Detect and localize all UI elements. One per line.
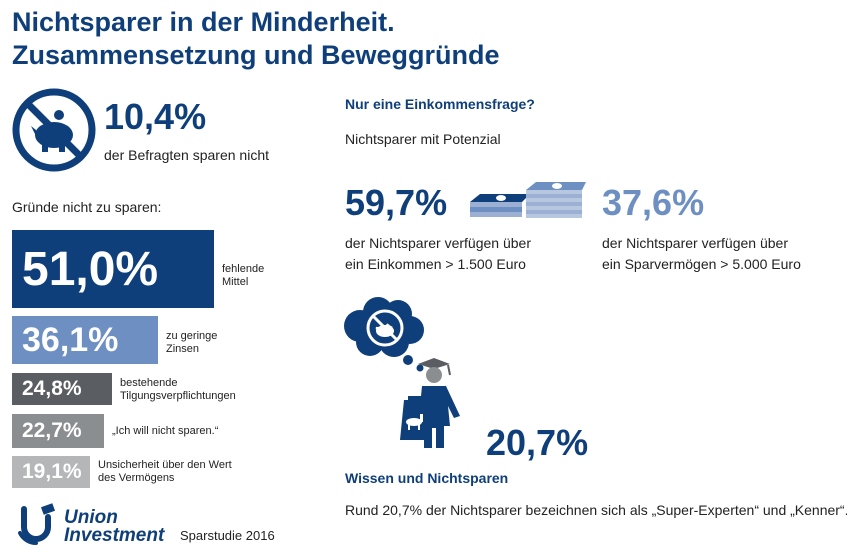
no-piggy-bank-icon <box>12 88 96 172</box>
reason-bar: 22,7% <box>12 414 104 448</box>
reason-label: Unsicherheit über den Wert des Vermögens <box>98 459 232 484</box>
savings-stat-text: der Nichtsparer verfügen über ein Sparve… <box>602 235 801 272</box>
source-label: Sparstudie 2016 <box>180 528 275 543</box>
income-heading: Nur eine Einkommensfrage? <box>345 96 535 112</box>
title-line-1: Nichtsparer in der Minderheit. <box>12 7 395 37</box>
income-subheading: Nichtsparer mit Potenzial <box>345 131 501 147</box>
reason-bar-value: 51,0% <box>22 242 159 296</box>
reason-bar-value: 36,1% <box>22 320 119 359</box>
nonsaver-share-value: 10,4% <box>104 96 207 137</box>
page-title: Nichtsparer in der Minderheit. Zusammens… <box>12 6 500 72</box>
reasons-heading: Gründe nicht zu sparen: <box>12 199 162 215</box>
banknote-stack-icon <box>470 182 586 218</box>
reason-bar-value: 22,7% <box>22 419 82 442</box>
income-stat-text: der Nichtsparer verfügen über ein Einkom… <box>345 235 531 272</box>
knowledge-text: Rund 20,7% der Nichtsparer bezeichnen si… <box>345 502 847 518</box>
reason-bar: 51,0% <box>12 230 214 308</box>
brand-line-1: Union <box>64 507 118 528</box>
graduate-with-bag-icon <box>400 358 460 448</box>
reason-bar: 19,1% <box>12 456 90 488</box>
reason-label: fehlende Mittel <box>222 263 265 288</box>
brand-line-2: Investment <box>64 525 165 546</box>
reason-label: „Ich will nicht sparen.“ <box>112 425 219 437</box>
reason-label: zu geringe Zinsen <box>166 330 218 355</box>
reason-bar: 24,8% <box>12 373 112 405</box>
union-investment-logo-icon <box>18 503 56 545</box>
title-line-2: Zusammensetzung und Beweggründe <box>12 40 500 70</box>
reason-bar: 36,1% <box>12 316 158 364</box>
nonsaver-share-caption: der Befragten sparen nicht <box>104 147 269 163</box>
income-stat-value: 59,7% <box>345 182 448 223</box>
brand-logo-text: Union Investment <box>64 507 165 546</box>
reason-bar-value: 24,8% <box>22 377 82 400</box>
knowledge-stat-value: 20,7% <box>486 422 589 463</box>
reason-bar-value: 19,1% <box>22 460 82 483</box>
knowledge-heading: Wissen und Nichtsparen <box>345 470 509 486</box>
thought-bubble-icon <box>344 297 432 376</box>
reason-label: bestehende Tilgungsverpflichtungen <box>120 377 236 402</box>
savings-stat-value: 37,6% <box>602 182 705 223</box>
